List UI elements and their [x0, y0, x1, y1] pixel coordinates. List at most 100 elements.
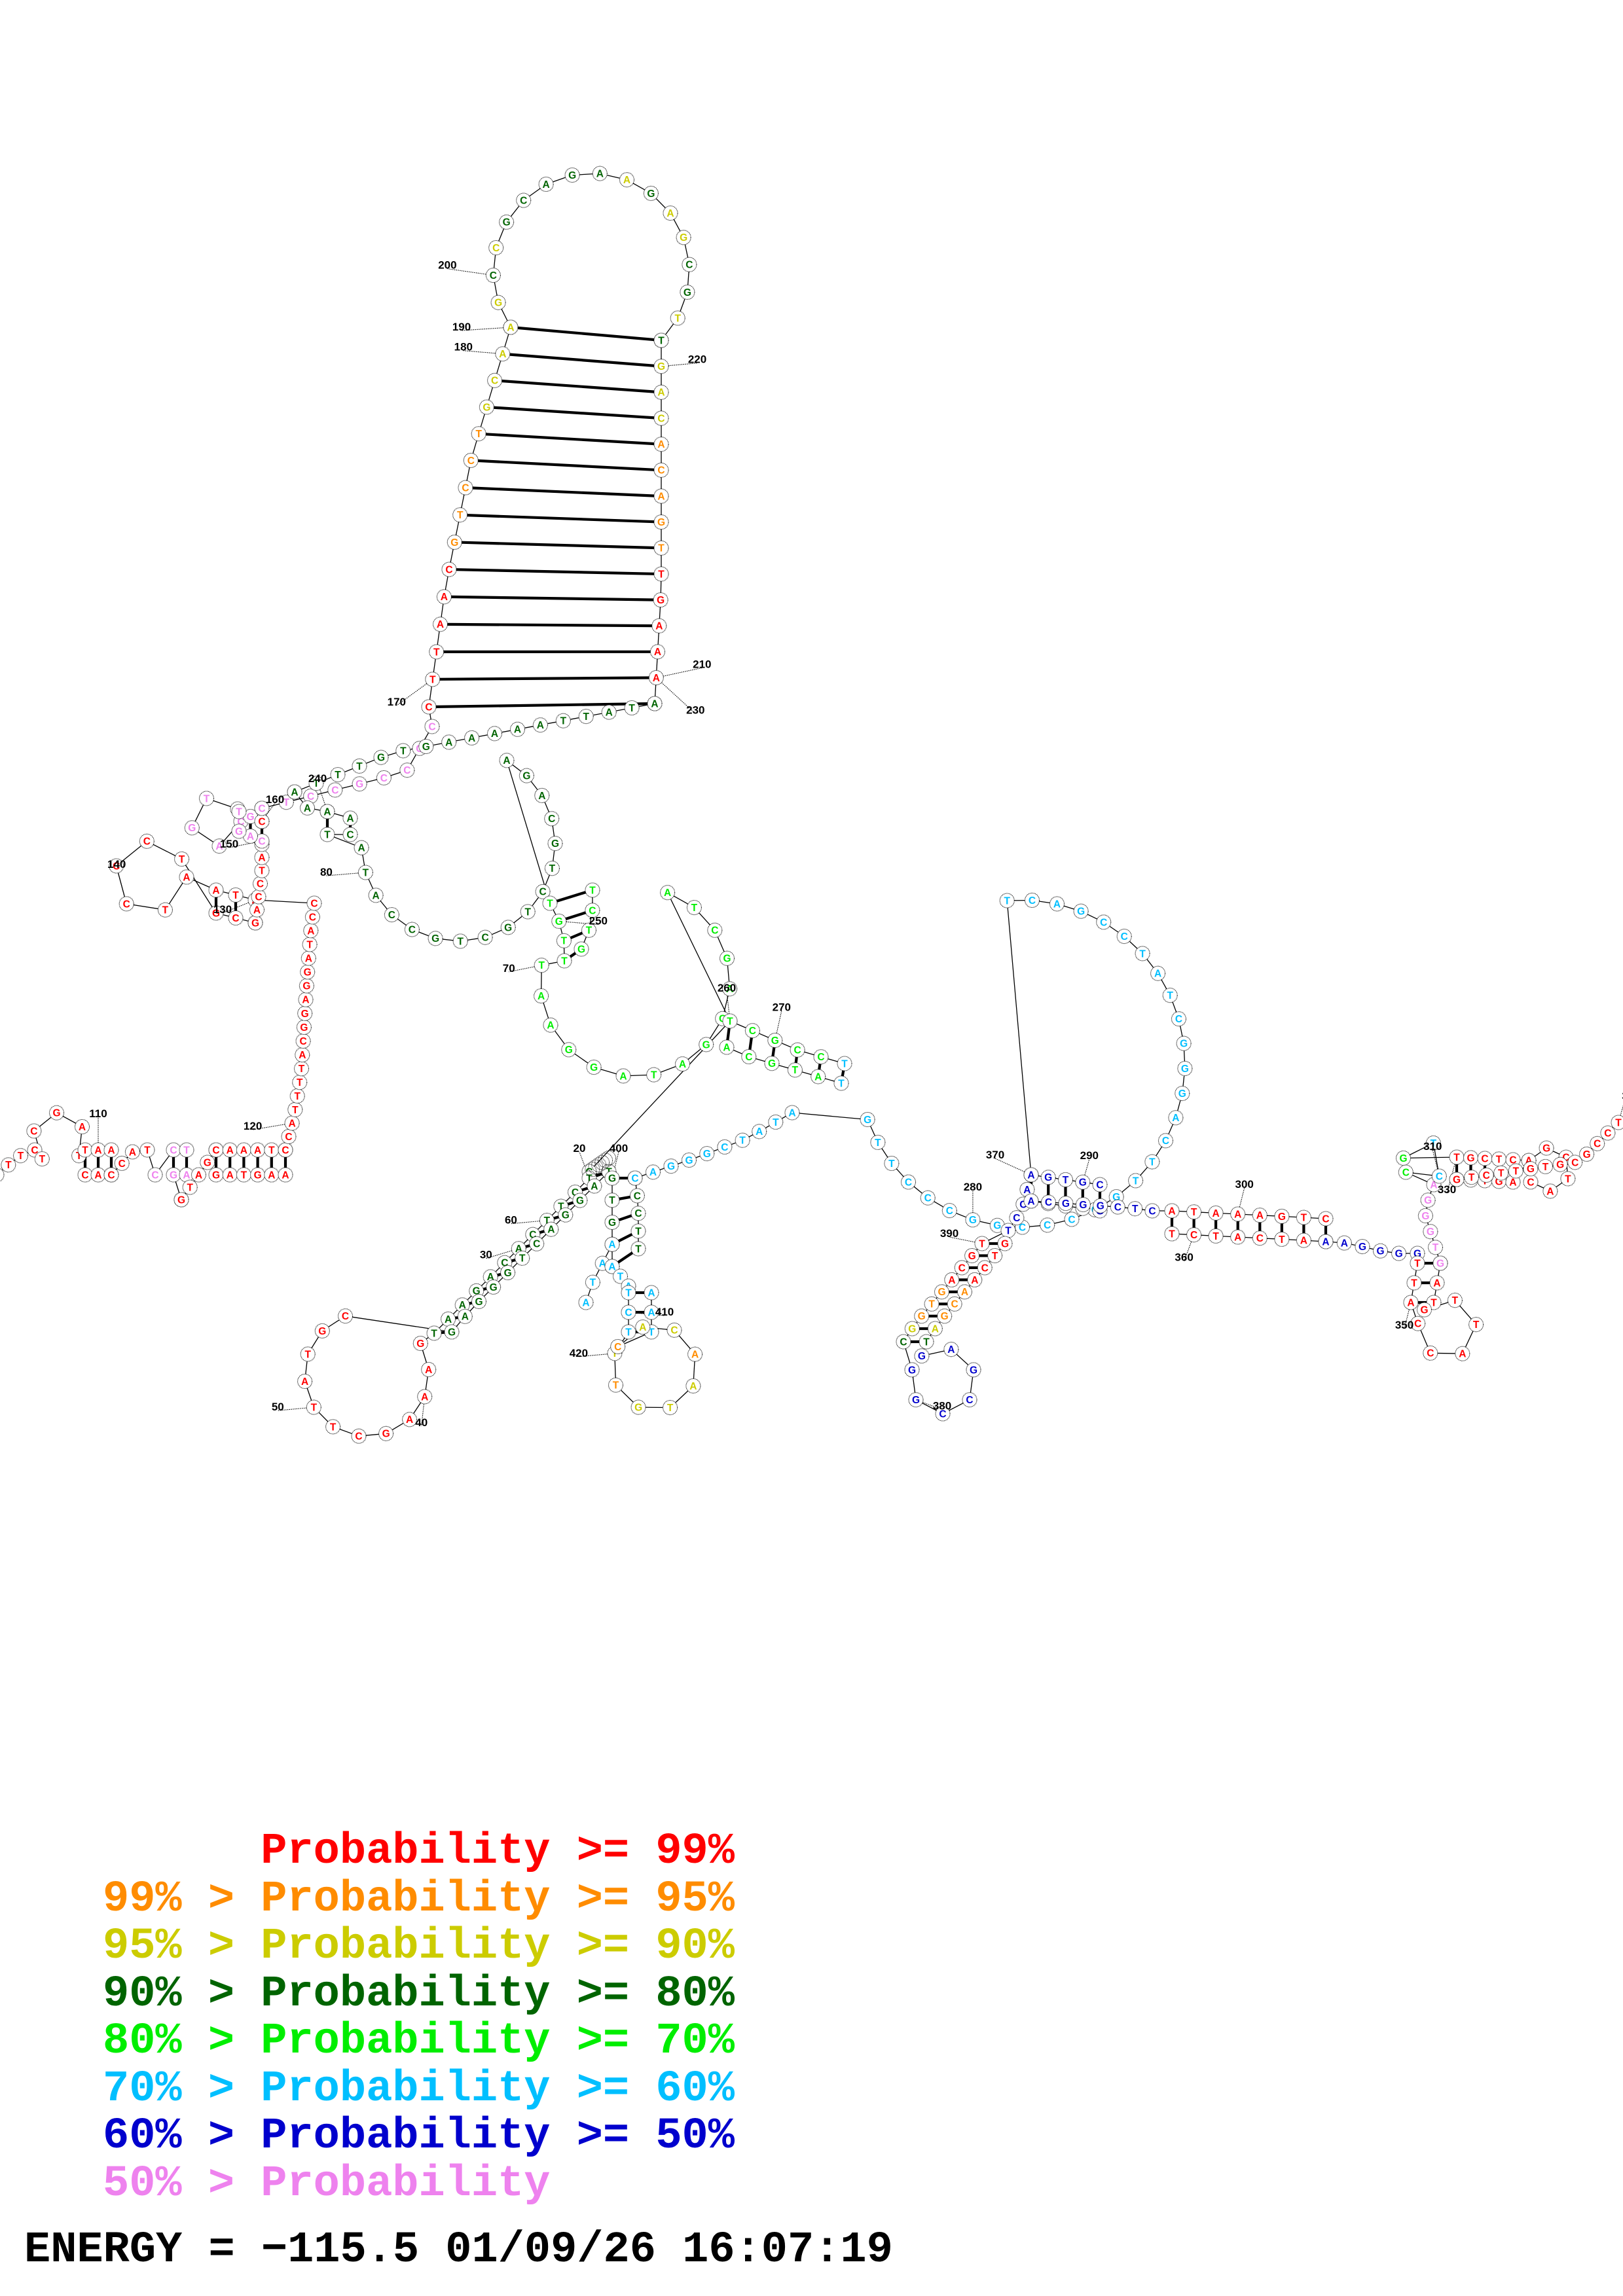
svg-text:G: G [1359, 1242, 1366, 1253]
svg-text:T: T [1498, 1168, 1504, 1179]
svg-text:A: A [240, 1145, 247, 1156]
svg-text:G: G [590, 1062, 598, 1073]
svg-text:G: G [1436, 1258, 1444, 1269]
svg-text:A: A [268, 1170, 275, 1181]
svg-text:A: A [1234, 1209, 1241, 1220]
svg-text:G: G [680, 232, 687, 243]
svg-text:C: C [817, 1052, 824, 1063]
svg-text:T: T [183, 1145, 190, 1156]
svg-text:C: C [1175, 1014, 1182, 1025]
svg-text:T: T [431, 1328, 437, 1339]
svg-text:T: T [294, 1091, 301, 1102]
svg-text:T: T [838, 1078, 845, 1089]
svg-text:C: C [905, 1177, 912, 1188]
svg-text:T: T [1453, 1152, 1460, 1163]
svg-text:A: A [346, 813, 354, 824]
svg-text:120: 120 [244, 1120, 262, 1132]
svg-text:C: C [1162, 1136, 1169, 1147]
svg-text:T: T [1468, 1172, 1475, 1183]
svg-text:G: G [254, 1170, 262, 1181]
svg-text:T: T [538, 960, 545, 971]
svg-text:G: G [968, 1251, 976, 1262]
svg-text:G: G [204, 1157, 211, 1168]
svg-text:G: G [1001, 1238, 1009, 1249]
svg-text:A: A [499, 349, 506, 360]
svg-text:C: C [1436, 1171, 1443, 1182]
svg-text:G: G [188, 823, 196, 834]
svg-text:T: T [658, 569, 665, 580]
svg-text:G: G [608, 1217, 616, 1229]
svg-text:A: A [947, 1344, 955, 1355]
svg-text:390: 390 [940, 1227, 958, 1240]
svg-text:C: C [1013, 1213, 1020, 1224]
svg-text:G: G [1097, 1201, 1104, 1212]
svg-text:T: T [268, 1145, 275, 1156]
svg-text:270: 270 [773, 1001, 791, 1014]
svg-text:C: C [670, 1325, 678, 1336]
svg-text:A: A [437, 619, 444, 630]
svg-text:C: C [30, 1126, 37, 1137]
svg-text:T: T [547, 898, 553, 909]
svg-text:A: A [1053, 899, 1061, 910]
svg-text:410: 410 [655, 1306, 674, 1318]
svg-text:T: T [992, 1251, 998, 1262]
svg-text:A: A [538, 991, 545, 1002]
svg-text:A: A [723, 1042, 730, 1053]
svg-text:C: C [966, 1395, 973, 1406]
svg-text:T: T [1414, 1258, 1421, 1269]
svg-text:C: C [282, 1145, 289, 1156]
svg-text:G: G [422, 742, 430, 753]
svg-text:A: A [1341, 1238, 1348, 1249]
svg-text:C: C [924, 1193, 932, 1204]
svg-text:A: A [651, 698, 658, 709]
svg-text:40: 40 [415, 1416, 428, 1429]
svg-text:A: A [1322, 1236, 1329, 1247]
svg-text:A: A [547, 1225, 555, 1236]
svg-text:T: T [635, 1226, 642, 1237]
svg-text:T: T [561, 956, 568, 967]
svg-text:G: G [170, 1170, 177, 1181]
svg-text:190: 190 [452, 321, 471, 333]
svg-text:A: A [307, 925, 314, 937]
svg-text:G: G [568, 170, 576, 181]
svg-text:A: A [756, 1126, 763, 1138]
svg-text:T: T [1132, 1204, 1139, 1215]
svg-text:C: C [634, 1191, 641, 1202]
svg-text:C: C [900, 1336, 907, 1348]
svg-text:A: A [639, 1322, 646, 1333]
svg-text:A: A [1168, 1206, 1175, 1217]
svg-text:C: C [1414, 1319, 1421, 1330]
svg-text:250: 250 [589, 915, 608, 927]
svg-text:C: C [151, 1170, 158, 1181]
svg-text:T: T [1063, 1175, 1069, 1186]
svg-text:G: G [1556, 1160, 1564, 1171]
svg-text:A: A [107, 1145, 115, 1156]
svg-text:C: C [1190, 1230, 1197, 1241]
svg-text:C: C [1483, 1170, 1490, 1181]
svg-text:T: T [589, 885, 596, 896]
svg-text:T: T [335, 770, 341, 781]
svg-text:C: C [548, 814, 555, 825]
svg-text:G: G [864, 1115, 871, 1126]
svg-text:G: G [908, 1323, 916, 1335]
svg-text:A: A [679, 1059, 686, 1070]
svg-text:G: G [318, 1326, 326, 1337]
svg-text:G: G [608, 1173, 616, 1184]
svg-text:T: T [297, 1077, 303, 1088]
svg-text:C: C [745, 1052, 752, 1063]
svg-text:A: A [247, 831, 254, 842]
svg-text:C: C [355, 1431, 362, 1443]
svg-text:T: T [923, 1336, 930, 1348]
svg-text:G: G [1077, 906, 1085, 918]
svg-text:C: C [123, 899, 130, 910]
svg-text:C: C [1322, 1213, 1329, 1225]
svg-text:T: T [1279, 1234, 1285, 1246]
svg-text:G: G [522, 771, 530, 782]
svg-text:G: G [576, 1196, 584, 1207]
svg-text:G: G [1079, 1177, 1087, 1189]
svg-text:G: G [448, 1327, 456, 1338]
svg-text:T: T [236, 806, 242, 817]
svg-text:G: G [475, 1297, 483, 1308]
svg-text:140: 140 [107, 858, 126, 870]
svg-text:T: T [635, 1244, 642, 1255]
